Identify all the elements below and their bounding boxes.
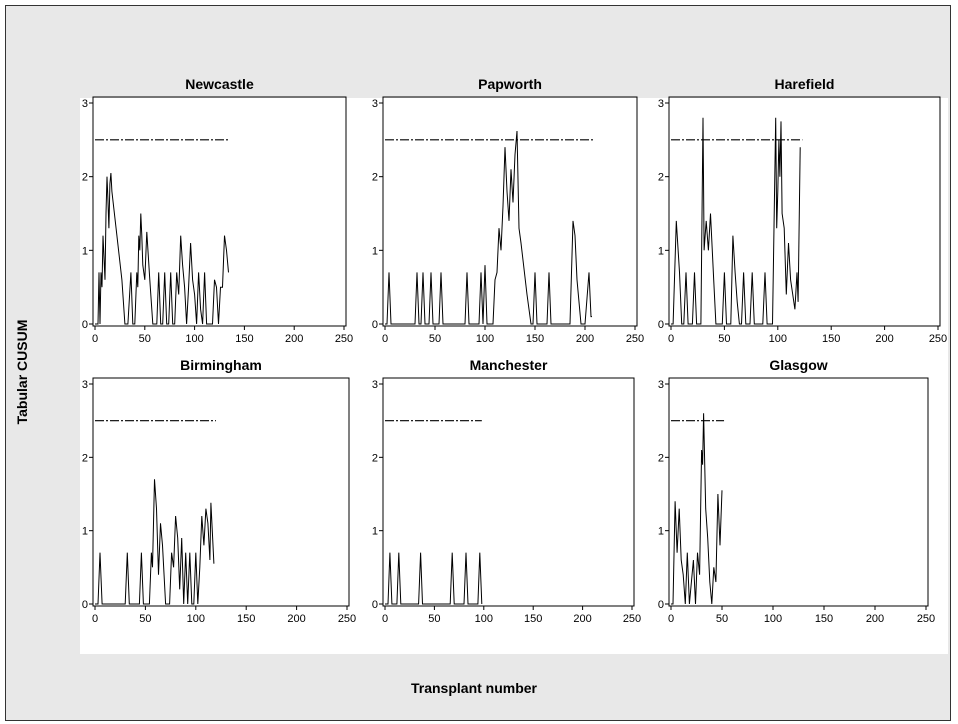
y-tick-label: 1 (82, 526, 88, 538)
x-tick-label: 50 (428, 613, 440, 625)
x-tick-label: 200 (287, 613, 305, 625)
cusum-series-line (671, 117, 801, 325)
panel-border (382, 96, 638, 327)
y-tick-label: 2 (82, 172, 88, 184)
x-tick-label: 100 (769, 333, 787, 345)
cusum-series-line (95, 172, 229, 325)
y-tick-label: 2 (82, 452, 88, 464)
y-tick-label: 0 (658, 599, 664, 611)
x-tick-label: 100 (764, 613, 782, 625)
x-tick-label: 250 (623, 613, 641, 625)
panel-title: Newcastle (185, 76, 254, 92)
y-tick-label: 0 (658, 319, 664, 331)
x-tick-label: 50 (718, 333, 730, 345)
x-tick-label: 50 (429, 333, 441, 345)
x-tick-label: 200 (866, 613, 884, 625)
panel-title: Harefield (775, 76, 835, 92)
y-tick-label: 3 (82, 98, 88, 110)
y-tick-label: 3 (658, 98, 664, 110)
y-tick-label: 1 (372, 526, 378, 538)
panel-harefield: Harefield 0 1 2 3 0 50 100 150 200 250 (658, 76, 947, 345)
x-tick-label: 150 (526, 333, 544, 345)
x-tick-label: 250 (917, 613, 935, 625)
x-axis-label: Transplant number (410, 680, 538, 696)
y-tick-label: 1 (82, 245, 88, 257)
x-tick-label: 100 (187, 613, 205, 625)
cusum-series-line (671, 413, 723, 605)
y-tick-label: 2 (658, 172, 664, 184)
x-tick-label: 150 (524, 613, 542, 625)
panel-manchester: Manchester 0 1 2 3 0 50 100 150 200 250 (372, 357, 641, 625)
y-tick-label: 1 (658, 526, 664, 538)
y-tick-label: 0 (82, 319, 88, 331)
panel-birmingham: Birmingham 0 1 2 3 0 50 100 150 200 250 (82, 357, 356, 625)
y-tick-label: 0 (372, 599, 378, 611)
y-tick-label: 3 (82, 379, 88, 391)
y-tick-label: 0 (82, 599, 88, 611)
x-tick-label: 50 (139, 613, 151, 625)
cusum-series-line (95, 479, 215, 605)
panel-border (92, 96, 347, 327)
panel-newcastle: Newcastle 0 1 2 3 0 50 100 150 200 250 (82, 76, 353, 345)
x-tick-label: 50 (139, 333, 151, 345)
panel-title: Birmingham (180, 357, 262, 373)
y-tick-label: 1 (658, 245, 664, 257)
panel-border (92, 377, 350, 607)
y-tick-label: 2 (372, 452, 378, 464)
y-tick-label: 3 (372, 98, 378, 110)
x-tick-label: 0 (92, 333, 98, 345)
x-tick-label: 150 (815, 613, 833, 625)
panel-title: Papworth (478, 76, 542, 92)
x-tick-label: 150 (237, 613, 255, 625)
panel-papworth: Papworth 0 1 2 3 0 50 100 150 200 250 (372, 76, 644, 345)
figure-frame (5, 5, 951, 721)
x-tick-label: 100 (185, 333, 203, 345)
panel-title: Manchester (470, 357, 548, 373)
panel-border (668, 96, 941, 327)
panel-glasgow: Glasgow 0 1 2 3 0 50 100 150 200 250 (658, 357, 935, 625)
x-tick-label: 200 (576, 333, 594, 345)
x-tick-label: 200 (573, 613, 591, 625)
x-tick-label: 250 (335, 333, 353, 345)
x-tick-label: 250 (929, 333, 947, 345)
cusum-series-line (385, 552, 483, 605)
x-tick-label: 150 (235, 333, 253, 345)
panel-border (382, 377, 635, 607)
panel-title: Glasgow (769, 357, 827, 373)
y-tick-label: 3 (658, 379, 664, 391)
y-tick-label: 1 (372, 245, 378, 257)
x-tick-label: 0 (382, 333, 388, 345)
x-tick-label: 250 (626, 333, 644, 345)
y-tick-label: 3 (372, 379, 378, 391)
cusum-series-line (385, 130, 592, 325)
x-tick-label: 100 (475, 613, 493, 625)
x-tick-label: 200 (285, 333, 303, 345)
y-tick-label: 2 (372, 172, 378, 184)
y-tick-label: 2 (658, 452, 664, 464)
panel-border (668, 377, 929, 607)
x-tick-label: 0 (668, 613, 674, 625)
x-tick-label: 0 (382, 613, 388, 625)
x-tick-label: 200 (875, 333, 893, 345)
x-tick-label: 0 (92, 613, 98, 625)
x-tick-label: 100 (476, 333, 494, 345)
x-tick-label: 250 (338, 613, 356, 625)
x-tick-label: 50 (716, 613, 728, 625)
x-tick-label: 0 (668, 333, 674, 345)
x-tick-label: 150 (822, 333, 840, 345)
plot-area-background (80, 98, 948, 654)
y-tick-label: 0 (372, 319, 378, 331)
